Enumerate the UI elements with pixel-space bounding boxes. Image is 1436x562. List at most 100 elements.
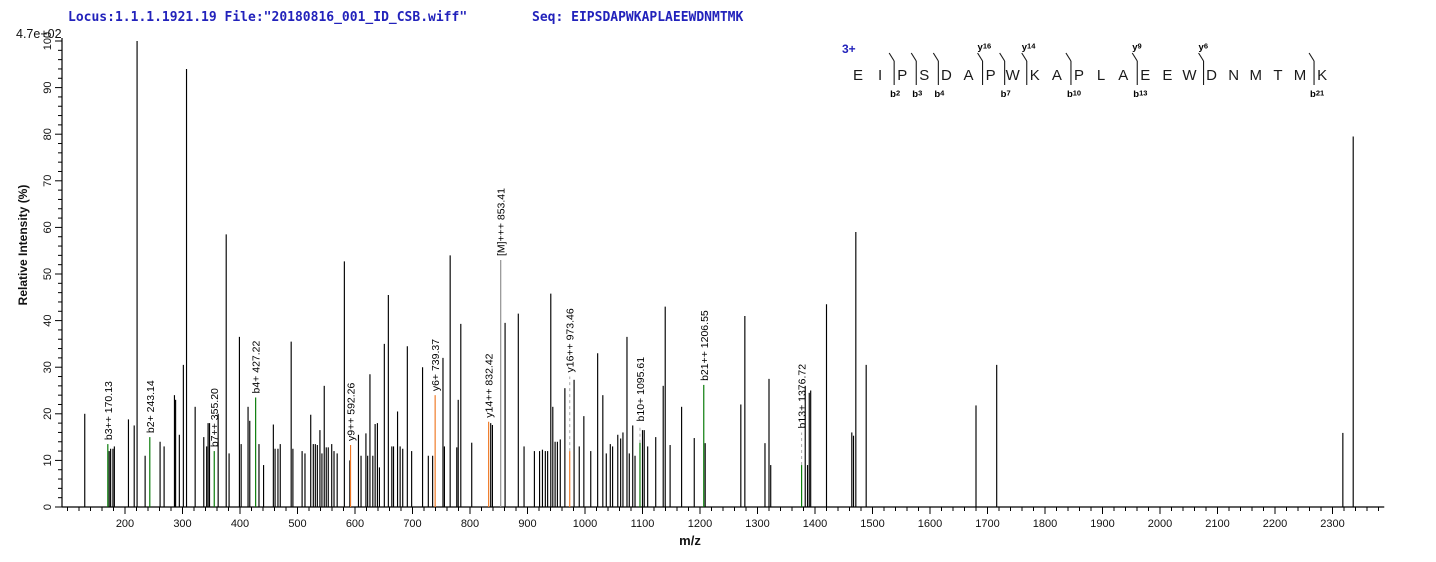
y-tick-label: 0 [42, 504, 54, 510]
sequence-residue: D [941, 67, 952, 84]
x-tick-label: 200 [116, 518, 134, 530]
y-ion-label: y16 [978, 42, 992, 54]
y-tick-label: 20 [42, 408, 54, 420]
peak-label: b4+ 427.22 [251, 340, 263, 393]
x-tick-label: 1700 [975, 518, 999, 530]
sequence-residue: W [1006, 67, 1021, 84]
sequence-residue: M [1294, 67, 1307, 84]
cleavage-mark-stub [888, 52, 895, 62]
b-ion-label: b21 [1310, 89, 1324, 101]
y-tick-label: 50 [42, 268, 54, 280]
header-locus-file: Locus:1.1.1.1921.19 File:"20180816_001_I… [68, 10, 467, 25]
y-tick-label: 60 [42, 221, 54, 233]
cleavage-mark-stub [910, 52, 917, 62]
sequence-residue: N [1228, 67, 1239, 84]
cleavage-mark-stub [977, 52, 984, 62]
peak-label: b10+ 1095.61 [635, 357, 647, 422]
b-ion-label: b13 [1133, 89, 1147, 101]
x-tick-label: 1600 [918, 518, 942, 530]
sequence-residue: D [1206, 67, 1217, 84]
x-tick-label: 1200 [688, 518, 712, 530]
sequence-residue: E [1162, 67, 1172, 84]
x-tick-label: 1900 [1090, 518, 1114, 530]
x-tick-label: 1100 [631, 518, 655, 530]
peak-label: b3++ 170.13 [103, 381, 115, 440]
sequence-residue: L [1097, 67, 1105, 84]
peak-label: y16++ 973.46 [565, 308, 577, 372]
header-sequence: Seq: EIPSDAPWKAPLAEEWDNMTMK [532, 10, 743, 25]
sequence-residue: P [1074, 67, 1084, 84]
x-tick-label: 1400 [803, 518, 827, 530]
b-ion-label: b10 [1067, 89, 1081, 101]
peak-label: b21++ 1206.55 [699, 310, 711, 381]
x-tick-label: 1300 [745, 518, 769, 530]
x-tick-label: 2100 [1205, 518, 1229, 530]
cleavage-mark-stub [1131, 52, 1138, 62]
x-tick-label: 800 [461, 518, 479, 530]
x-tick-label: 2200 [1263, 518, 1287, 530]
cleavage-mark-stub [1065, 52, 1072, 62]
y-tick-label: 100 [42, 32, 54, 50]
sequence-residue: K [1317, 67, 1327, 84]
cleavage-mark-stub [1308, 52, 1315, 62]
x-axis-title: m/z [679, 533, 701, 548]
y-tick-label: 70 [42, 175, 54, 187]
sequence-residue: E [853, 67, 863, 84]
sequence-residue: A [1052, 67, 1062, 84]
cleavage-mark-stub [932, 52, 939, 62]
x-tick-label: 1500 [860, 518, 884, 530]
sequence-panel: 3+E I P S D A P W K A P L A E E W D N M T M Kb2 b3 b4y16b7y14b1… [842, 42, 1327, 101]
sequence-residue: I [878, 67, 882, 84]
sequence-residue: A [1118, 67, 1128, 84]
x-tick-label: 2000 [1148, 518, 1172, 530]
x-tick-label: 700 [403, 518, 421, 530]
sequence-residue: W [1182, 67, 1197, 84]
sequence-residue: P [986, 67, 996, 84]
peaks-group [84, 41, 1354, 507]
cleavage-mark-stub [1021, 52, 1028, 62]
y-tick-label: 40 [42, 314, 54, 326]
y-ion-label: y14 [1022, 42, 1036, 54]
sequence-residue: A [963, 67, 973, 84]
x-tick-label: 500 [288, 518, 306, 530]
cleavage-mark-stub [1198, 52, 1205, 62]
x-tick-label: 1800 [1033, 518, 1057, 530]
sequence-residue: S [919, 67, 929, 84]
b-ion-label: b2 [890, 89, 900, 101]
peak-label: y14++ 832.42 [484, 353, 496, 417]
peak-label: b7++ 355.20 [209, 388, 221, 447]
y-tick-label: 90 [42, 81, 54, 93]
peak-label: b13+ 1376.72 [797, 364, 809, 429]
x-tick-label: 900 [518, 518, 536, 530]
y-tick-label: 10 [42, 454, 54, 466]
cleavage-mark-stub [999, 52, 1006, 62]
x-tick-label: 2300 [1320, 518, 1344, 530]
b-ion-label: b4 [934, 89, 945, 101]
b-ion-label: b7 [1001, 89, 1011, 101]
y-ion-label: y9 [1132, 42, 1141, 54]
sequence-residue: E [1140, 67, 1150, 84]
x-tick-label: 400 [231, 518, 249, 530]
precursor-charge-label: 3+ [842, 42, 856, 56]
peak-label: [M]+++ 853.41 [496, 188, 508, 256]
x-tick-label: 300 [173, 518, 191, 530]
x-tick-label: 1000 [573, 518, 597, 530]
y-tick-label: 80 [42, 128, 54, 140]
y-tick-label: 30 [42, 361, 54, 373]
peak-label: y9++ 592.26 [346, 382, 358, 441]
y-axis-title: Relative Intensity (%) [16, 185, 30, 306]
sequence-residue: P [897, 67, 907, 84]
intensity-scale-note: 4.7e+02 [16, 27, 62, 41]
x-tick-label: 600 [346, 518, 364, 530]
peak-label: b2+ 243.14 [145, 380, 157, 433]
y-ion-label: y6 [1199, 42, 1208, 54]
sequence-residue: K [1030, 67, 1040, 84]
b-ion-label: b3 [912, 89, 922, 101]
annotated-peaks-group: b3++ 170.13 b2+ 243.14 b7++ 355.20 b4+ 427.… [103, 188, 809, 507]
sequence-residue: M [1250, 67, 1263, 84]
plot-area: 0 10 20 30 40 50 60 70 80 90 100 200 300 400 500 600 700… [42, 32, 1385, 530]
peak-label: y6+ 739.37 [430, 339, 442, 391]
sequence-residue: T [1273, 67, 1282, 84]
